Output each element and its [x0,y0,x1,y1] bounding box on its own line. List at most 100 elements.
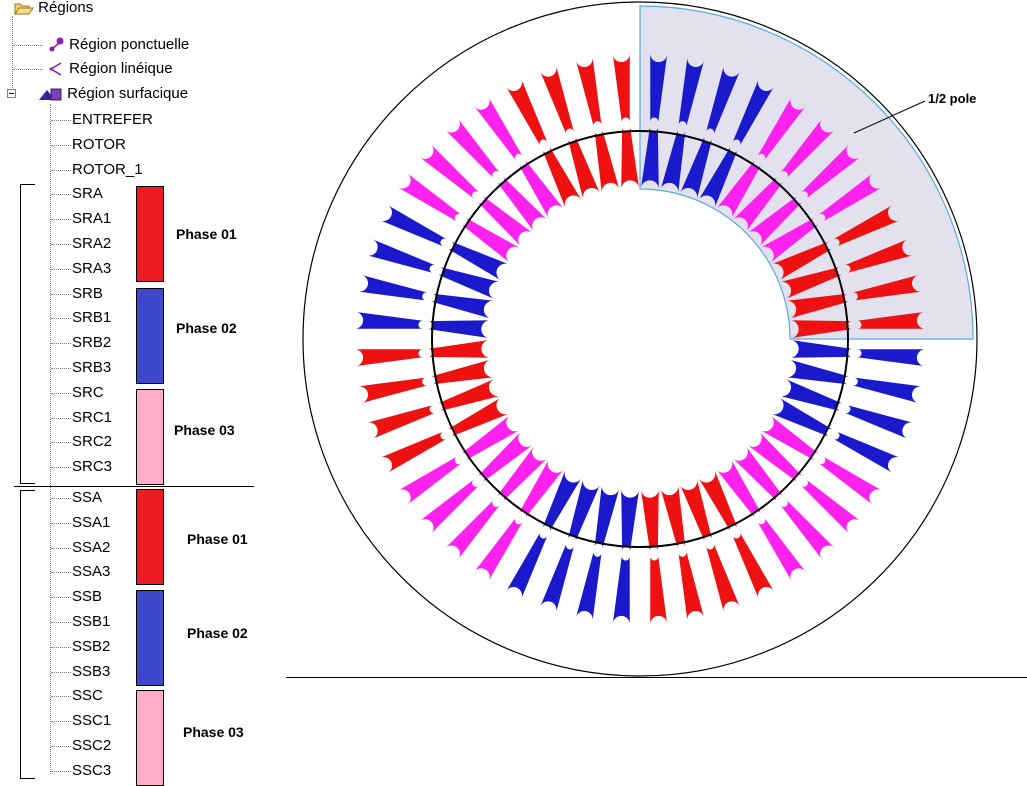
rotor-slot-conductor [732,445,783,502]
region-item-sra3[interactable]: SRA3 [72,259,112,277]
tree-item-region-lineique[interactable]: Région linéique [47,59,173,79]
stator-slot-conductor [732,78,775,146]
rotor-slot-conductor [779,267,843,300]
rotor-slot-conductor [660,130,686,194]
stator-slot-conductor [474,96,523,160]
region-item-ssa3[interactable]: SSA3 [72,563,111,581]
region-item-ssb[interactable]: SSB [72,588,103,606]
region-item-src1[interactable]: SRC1 [72,408,113,426]
rotor-slot-conductor [497,176,548,233]
stator-slot-conductor [845,239,914,273]
phase-swatch [136,489,164,585]
tree-connector [51,194,71,196]
stator-slot-conductor [801,479,861,534]
tree-connector [51,721,71,723]
region-item-ssc1[interactable]: SSC1 [72,712,112,730]
region-item-sra2[interactable]: SRA2 [72,235,112,252]
rotor-slot-conductor [746,196,803,247]
rotor-slot-conductor [746,431,803,482]
stator-slot-conductor [445,500,500,560]
region-item-ssb2[interactable]: SSB2 [72,637,111,655]
point-region-icon [49,37,64,52]
rotor-slot-conductor [715,160,762,220]
divider-line [286,677,1027,678]
rotor-slot-conductor [594,130,620,194]
tree-connector [51,343,71,345]
tree-item-region-surfacique[interactable]: Région surfacique [33,84,188,104]
tree-item-region-ponctuelle[interactable]: Région ponctuelle [47,35,189,55]
region-item-entrefer[interactable]: ENTREFER [72,111,153,128]
tree-connector [51,318,71,320]
stator-slot-conductor [833,431,901,474]
collapse-toggle-icon[interactable] [7,89,16,98]
rotor-slot-conductor [437,378,501,411]
rotor-slot-conductor [594,484,620,548]
stator-slot-conductor [366,405,435,439]
region-item-ssc[interactable]: SSC [72,687,103,705]
stator-slot-conductor [706,65,740,134]
stator-slot-conductor [780,500,835,560]
rotor-slot-conductor [428,320,491,339]
region-item-ssa1[interactable]: SSA1 [72,513,111,531]
region-item-src[interactable]: SRC [72,383,104,401]
region-item-ssa2[interactable]: SSA2 [72,538,111,556]
rotor-slot-conductor [448,397,510,437]
rotor-slot-conductor [640,127,659,190]
rotor-slot-conductor [428,339,491,358]
rotor-slot-conductor [448,241,510,281]
tree-connector [51,244,71,245]
tree-connector [13,45,43,46]
region-item-ssb3[interactable]: SSB3 [72,662,111,680]
tree-connector [51,144,71,146]
phase-label: Phase 03 [174,422,235,438]
tree-connector [51,646,71,648]
stator-slot-conductor [419,479,479,534]
tree-connector [51,498,71,499]
phase-swatch [136,690,164,786]
region-item-ssc3[interactable]: SSC3 [72,761,112,779]
stator-slot-conductor [575,552,602,622]
stator-slot-conductor [857,349,926,367]
rotor-slot-conductor [770,397,832,437]
rotor-slot-conductor [437,267,501,300]
rotor-slot-conductor [621,488,640,551]
rotor-slot-conductor [698,469,738,531]
stator-slot-conductor [575,56,602,126]
tree-root-regions[interactable]: Régions [14,0,93,18]
region-item-rotor_1[interactable]: ROTOR_1 [72,160,143,178]
region-item-sra1[interactable]: SRA1 [72,210,112,228]
phase-label: Phase 01 [176,226,237,242]
region-item-src2[interactable]: SRC2 [72,433,113,451]
region-item-srb3[interactable]: SRB3 [72,359,112,376]
stator-slot-conductor [678,552,705,622]
stator-slot-conductor [732,532,775,600]
line-region-icon [49,62,62,76]
region-item-src3[interactable]: SRC3 [72,458,113,476]
stator-slot-conductor [801,144,861,199]
rotor-slot-conductor [679,478,712,542]
stator-slot-conductor [354,349,423,367]
region-item-ssc2[interactable]: SSC2 [72,737,112,754]
region-item-srb2[interactable]: SRB2 [72,334,112,352]
rotor-slot-conductor [759,414,819,461]
stator-slot-conductor [505,78,548,146]
rotor-slot-conductor [679,136,712,200]
region-item-ssa[interactable]: SSA [72,489,103,506]
stator-slot-conductor [540,544,574,613]
region-item-ssb1[interactable]: SSB1 [72,613,111,630]
stator-bracket [20,490,35,779]
tree-item-label: Région ponctuelle [69,36,190,53]
stator-slot-conductor [379,204,447,247]
region-item-srb[interactable]: SRB [72,284,103,302]
region-item-srb1[interactable]: SRB1 [72,309,112,327]
tree-connector [13,69,43,70]
region-tree: Régions Région ponctuelle Région linéiqu… [0,0,300,786]
region-item-sra[interactable]: SRA [72,185,103,203]
rotor-slot-conductor [461,414,521,461]
tree-connector [51,169,71,171]
rotor-slot-conductor [518,160,565,220]
stator-slot-conductor [757,518,806,582]
tree-connector [51,622,71,623]
region-item-rotor[interactable]: ROTOR [72,135,126,153]
rotor-slot-conductor [759,217,819,264]
